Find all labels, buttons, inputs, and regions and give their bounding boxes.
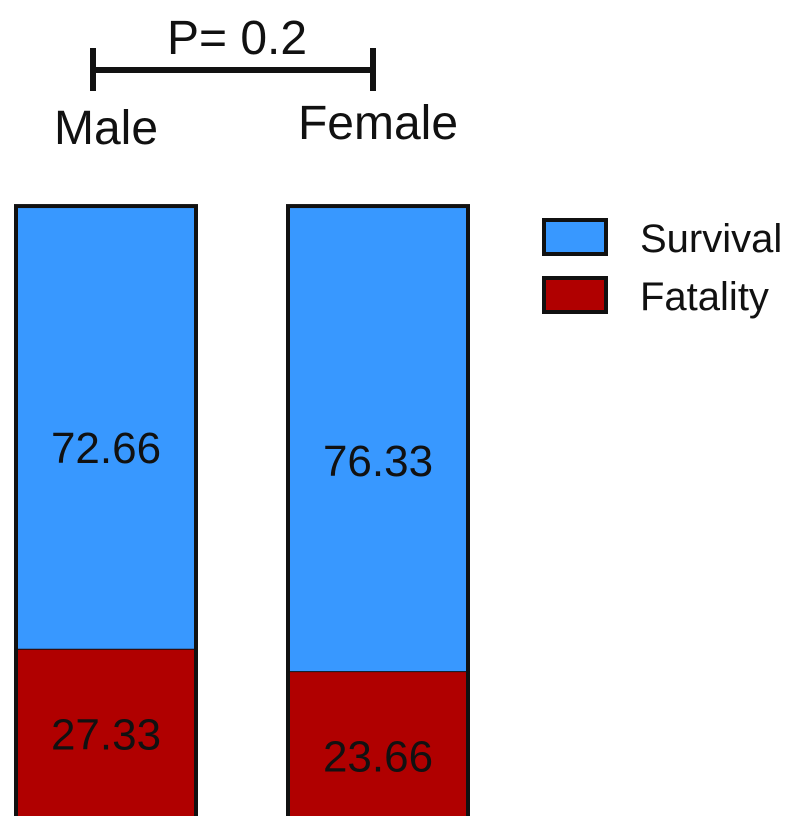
data-label-female-survival: 76.33 (323, 437, 433, 486)
bar-outline-male (14, 204, 198, 816)
legend: Survival Fatality (542, 217, 782, 319)
legend-swatch-fatality (542, 276, 608, 314)
legend-label-fatality: Fatality (640, 275, 769, 319)
category-label-male: Male (54, 102, 158, 155)
bars: 27.33 72.66 23.66 76.33 (14, 204, 470, 816)
significance-annotation: P= 0.2 (90, 12, 376, 91)
category-labels: Male Female (54, 97, 458, 155)
bar-segment-female-fatality (288, 671, 468, 816)
bar-segment-female-survival (288, 206, 468, 672)
data-label-male-fatality: 27.33 (51, 710, 161, 759)
data-label-female-fatality: 23.66 (323, 733, 433, 782)
bar-segment-male-survival (16, 206, 196, 650)
p-value-label: P= 0.2 (167, 12, 307, 65)
bar-outline-female (286, 204, 470, 816)
legend-label-survival: Survival (640, 217, 782, 261)
legend-swatch-survival (542, 218, 608, 256)
category-label-female: Female (298, 97, 458, 150)
bar-segment-male-fatality (16, 649, 196, 816)
data-label-male-survival: 72.66 (51, 424, 161, 473)
